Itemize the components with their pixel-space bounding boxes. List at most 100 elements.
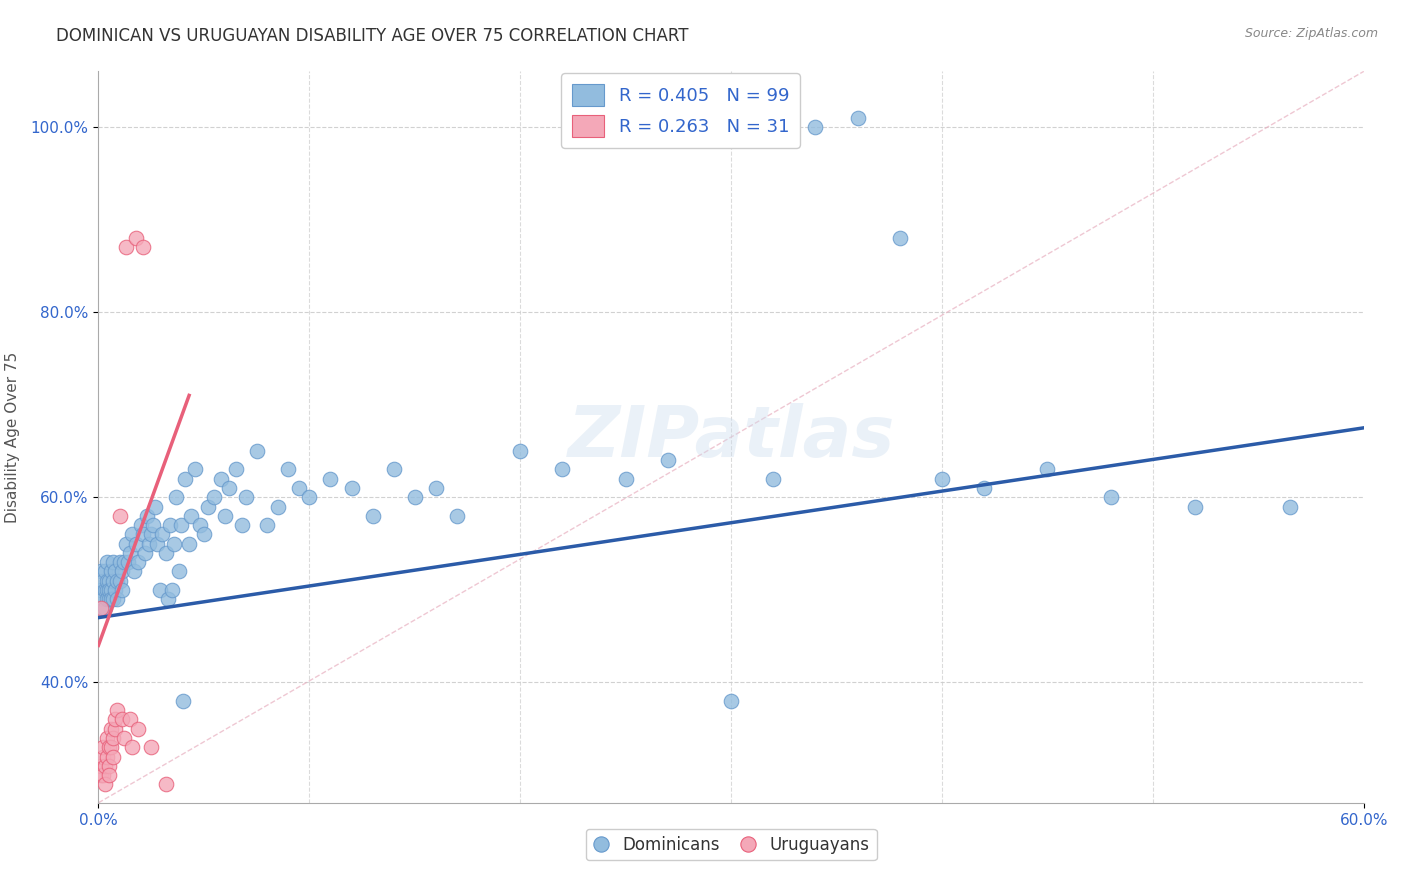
Point bbox=[150, 527, 173, 541]
Point bbox=[112, 731, 135, 745]
Point bbox=[91, 768, 114, 782]
Point bbox=[193, 527, 215, 541]
Point bbox=[100, 565, 122, 579]
Point bbox=[98, 582, 121, 597]
Point bbox=[107, 574, 129, 588]
Point bbox=[298, 490, 321, 504]
Point bbox=[134, 546, 156, 560]
Point bbox=[361, 508, 384, 523]
Point bbox=[93, 758, 117, 772]
Point bbox=[90, 582, 112, 597]
Point bbox=[235, 490, 257, 504]
Point bbox=[159, 518, 181, 533]
Point bbox=[551, 462, 574, 476]
Point bbox=[93, 565, 117, 579]
Point bbox=[170, 518, 193, 533]
Point bbox=[96, 592, 118, 607]
Legend: Dominicans, Uruguayans: Dominicans, Uruguayans bbox=[586, 829, 876, 860]
Point bbox=[129, 518, 152, 533]
Point bbox=[121, 527, 143, 541]
Point bbox=[100, 592, 122, 607]
Point bbox=[103, 592, 125, 607]
Point bbox=[104, 713, 127, 727]
Point bbox=[111, 713, 132, 727]
Point bbox=[155, 546, 177, 560]
Point bbox=[128, 722, 150, 736]
Point bbox=[132, 240, 155, 254]
Point bbox=[657, 453, 679, 467]
Point bbox=[104, 582, 127, 597]
Point bbox=[141, 740, 163, 755]
Point bbox=[90, 565, 112, 579]
Point bbox=[209, 472, 232, 486]
Point bbox=[90, 758, 112, 772]
Point bbox=[93, 582, 117, 597]
Point bbox=[1279, 500, 1302, 514]
Point bbox=[107, 703, 129, 717]
Point bbox=[145, 500, 166, 514]
Point bbox=[96, 574, 118, 588]
Text: ZIPatlas: ZIPatlas bbox=[568, 402, 894, 472]
Point bbox=[138, 536, 160, 550]
Point bbox=[120, 546, 141, 560]
Point bbox=[103, 731, 125, 745]
Point bbox=[108, 508, 131, 523]
Point bbox=[246, 444, 269, 458]
Point bbox=[93, 777, 117, 791]
Point bbox=[108, 574, 131, 588]
Point bbox=[91, 740, 114, 755]
Point bbox=[112, 555, 135, 569]
Point bbox=[762, 472, 785, 486]
Point bbox=[931, 472, 953, 486]
Point bbox=[225, 462, 247, 476]
Point bbox=[103, 555, 125, 569]
Point bbox=[115, 240, 138, 254]
Point bbox=[121, 740, 143, 755]
Point bbox=[172, 694, 194, 708]
Point bbox=[91, 592, 114, 607]
Point bbox=[287, 481, 309, 495]
Point bbox=[117, 555, 139, 569]
Point bbox=[98, 758, 121, 772]
Point bbox=[720, 694, 742, 708]
Point bbox=[100, 582, 122, 597]
Point bbox=[136, 508, 159, 523]
Point bbox=[103, 574, 125, 588]
Point bbox=[155, 777, 177, 791]
Point bbox=[98, 592, 121, 607]
Point bbox=[107, 592, 129, 607]
Point bbox=[125, 536, 148, 550]
Point bbox=[146, 536, 169, 550]
Point bbox=[231, 518, 253, 533]
Point bbox=[1099, 490, 1122, 504]
Point bbox=[179, 536, 201, 550]
Point bbox=[132, 527, 155, 541]
Point bbox=[614, 472, 637, 486]
Text: DOMINICAN VS URUGUAYAN DISABILITY AGE OVER 75 CORRELATION CHART: DOMINICAN VS URUGUAYAN DISABILITY AGE OV… bbox=[56, 27, 689, 45]
Point bbox=[188, 518, 211, 533]
Point bbox=[98, 768, 121, 782]
Point bbox=[184, 462, 207, 476]
Point bbox=[180, 508, 202, 523]
Point bbox=[509, 444, 531, 458]
Point bbox=[973, 481, 995, 495]
Point bbox=[103, 749, 125, 764]
Point bbox=[197, 500, 219, 514]
Point bbox=[446, 508, 468, 523]
Point bbox=[846, 111, 869, 125]
Point bbox=[149, 582, 172, 597]
Point bbox=[104, 722, 127, 736]
Point bbox=[111, 582, 132, 597]
Point bbox=[277, 462, 299, 476]
Point bbox=[1036, 462, 1059, 476]
Point bbox=[162, 582, 183, 597]
Point bbox=[425, 481, 447, 495]
Point bbox=[96, 582, 118, 597]
Point bbox=[142, 518, 165, 533]
Point bbox=[157, 592, 180, 607]
Point bbox=[174, 472, 197, 486]
Point bbox=[267, 500, 290, 514]
Point bbox=[111, 565, 132, 579]
Point bbox=[90, 601, 112, 615]
Point bbox=[382, 462, 405, 476]
